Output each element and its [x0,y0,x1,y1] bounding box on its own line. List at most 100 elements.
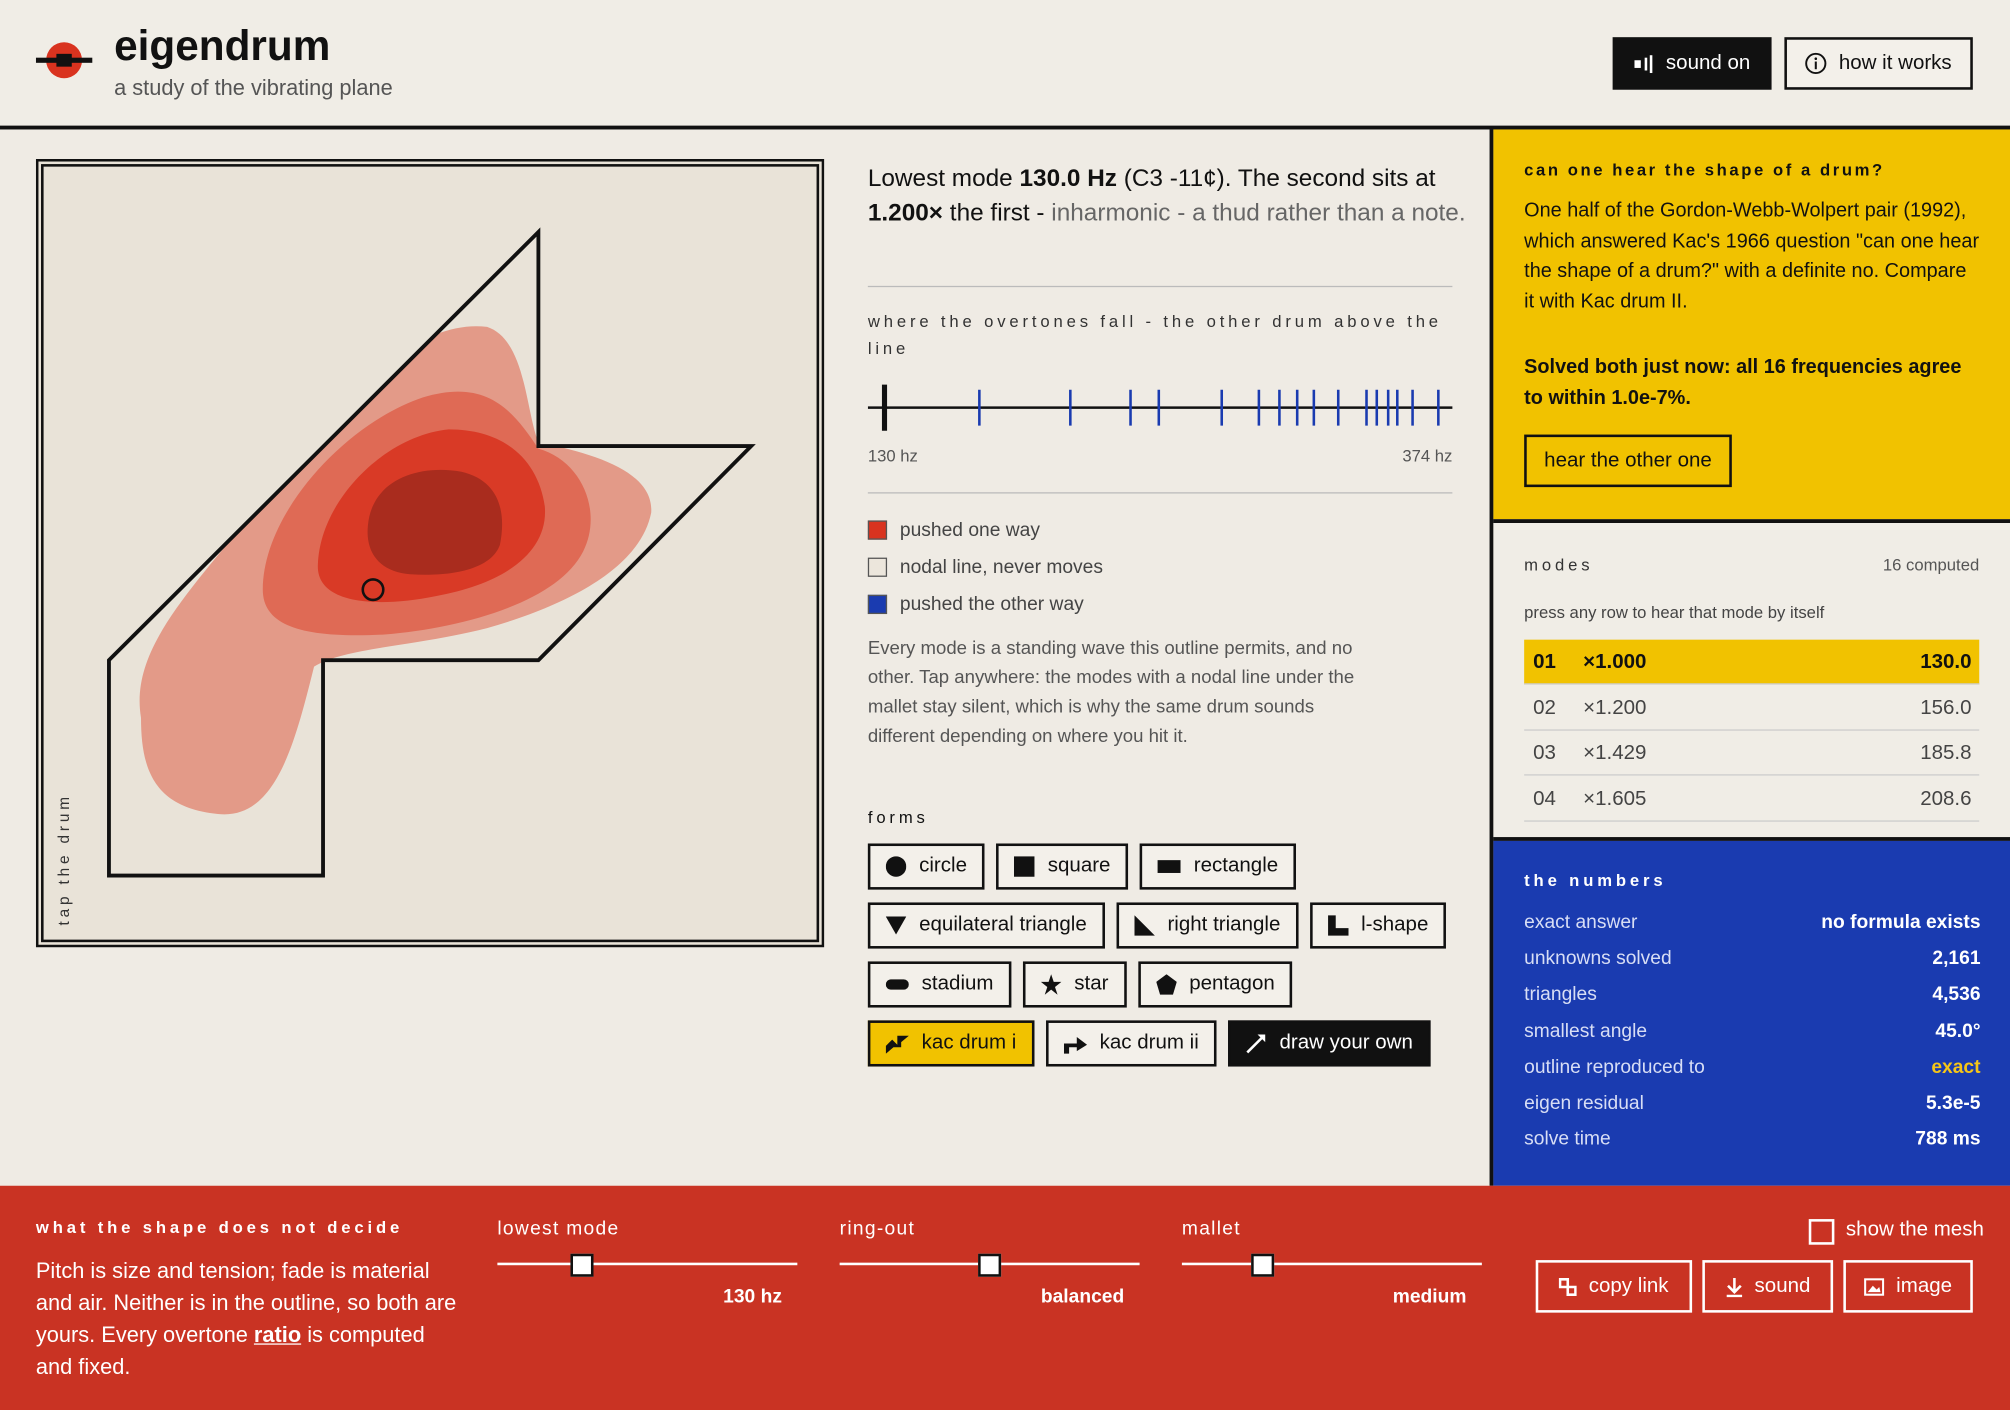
slider-value: 130 hz [723,1285,782,1308]
ratio: 1.200× [867,199,944,227]
frequency: 130.0 Hz [1019,165,1117,193]
number-value: exact [1931,1056,1981,1078]
app-subtitle: a study of the vibrating plane [114,75,393,100]
drum-caption: tap the drum [56,793,73,925]
button-label: image [1896,1274,1953,1297]
question-result: Solved both just now: all 16 frequencies… [1524,356,1962,409]
slider-label: ring-out [839,1217,916,1240]
question-text: One half of the Gordon-Webb-Wolpert pair… [1524,199,1980,313]
form-button[interactable]: stadium [867,961,1012,1008]
ratio-link[interactable]: ratio [253,1322,302,1348]
mode-row[interactable]: 03 ×1.429 185.8 [1524,731,1980,776]
form-button[interactable]: square [996,843,1129,890]
footer-heading: what the shape does not decide [35,1217,404,1238]
modes-hint: press any row to hear that mode by itsel… [1524,602,1825,622]
form-button[interactable]: circle [867,843,985,890]
slider[interactable]: lowest mode 130 hz [497,1217,798,1308]
image-button[interactable]: image [1843,1260,1973,1313]
button-label: hear the other one [1544,449,1712,472]
number-value: no formula exists [1821,911,1981,934]
footer [0,1185,2010,1410]
legend-item: nodal line, never moves [867,549,1103,586]
legend-item: pushed one way [867,511,1103,548]
form-label: draw your own [1279,1031,1413,1054]
forms: circle square rectangle equilateral tria… [867,843,1470,1067]
mode-row[interactable]: 02 ×1.200 156.0 [1524,685,1980,731]
number-label: solve time [1524,1128,1611,1151]
overtone-label: where the overtones fall - the other dru… [867,311,1442,358]
mode-row[interactable]: 01 ×1.000 130.0 [1524,639,1980,685]
legend-label: nodal line, never moves [899,556,1103,579]
number-value: 2,161 [1932,947,1981,970]
slider[interactable]: ring-out balanced [839,1217,1140,1308]
icon [1805,52,1827,75]
legend-label: pushed one way [899,519,1040,541]
mode-row[interactable]: 04 ×1.605 208.6 [1524,776,1980,822]
mode-frequency: 156.0 [1920,696,1972,719]
number-value: 45.0° [1935,1019,1981,1042]
logo [35,42,93,79]
mode-index: 01 [1533,651,1556,673]
form-label: kac drum ii [1099,1031,1199,1054]
mode-frequency: 185.8 [1920,742,1972,765]
form-button[interactable]: l-shape [1309,902,1447,949]
form-label: kac drum i [921,1031,1017,1054]
form-label: circle [919,855,967,877]
legend-label: pushed the other way [899,593,1084,616]
button-label: sound [1754,1274,1811,1297]
slider-handle[interactable] [1251,1253,1275,1277]
text: Pitch is size and tension; fade is mater… [35,1258,457,1348]
divider [867,492,1453,494]
form-label: right triangle [1167,913,1281,936]
form-button[interactable]: kac drum ii [1045,1020,1217,1067]
form-button[interactable]: right triangle [1116,902,1299,949]
form-button[interactable]: star [1022,961,1127,1008]
mode-ratio: ×1.429 [1583,742,1647,765]
form-label: rectangle [1193,855,1279,877]
checkbox[interactable] [1808,1219,1835,1245]
mode-ratio: ×1.605 [1583,787,1647,810]
button-label: copy link [1588,1274,1669,1297]
app-title: eigendrum [114,21,331,70]
text: inharmonic - a thud rather than a note. [1051,199,1466,227]
slider-label: lowest mode [497,1217,620,1240]
slider[interactable]: mallet medium [1181,1217,1482,1308]
mode-frequency: 130.0 [1920,651,1972,673]
draw-button[interactable]: draw your own [1228,1020,1431,1067]
number-label: eigen residual [1524,1092,1644,1114]
icon [1633,54,1652,73]
slider-handle[interactable] [570,1253,594,1277]
divider [867,285,1453,288]
text: is computed and fixed. [35,1322,425,1380]
text: (C3 -11¢). The second sits at [1116,165,1436,193]
form-button-selected[interactable]: kac drum i [867,1020,1035,1067]
how-button[interactable]: how it works [1784,37,1973,90]
form-button[interactable]: pentagon [1137,961,1293,1008]
column-border [1489,129,1494,1186]
overtone-chart: 130 hz 374 hz [867,384,1452,465]
form-button[interactable]: equilateral triangle [867,902,1105,949]
axis-label: 374 hz [1402,446,1452,465]
copy-link-button[interactable]: copy link [1535,1260,1693,1313]
form-label: square [1047,855,1111,877]
mallet-marker [361,578,385,602]
numbers-panel [1493,840,2010,1186]
slider-handle[interactable] [978,1253,1002,1277]
sound-button[interactable]: sound on [1612,37,1772,90]
legend-swatch [867,520,888,540]
form-button[interactable]: rectangle [1139,843,1297,890]
summary: Lowest mode 130.0 Hz (C3 -11¢). The seco… [868,162,1470,231]
other-drum-button[interactable]: hear the other one [1524,434,1732,488]
text: the first - [943,199,1052,227]
number-value: 788 ms [1915,1128,1981,1151]
slider-label: mallet [1181,1217,1241,1240]
number-label: exact answer [1524,911,1638,934]
sound-download-button[interactable]: sound [1702,1260,1834,1313]
modes-title: modes [1524,555,1594,575]
drum-canvas[interactable]: tap the drum [35,158,825,948]
legend-swatch [867,594,888,615]
form-label: l-shape [1361,913,1429,936]
divider [1493,519,2010,524]
